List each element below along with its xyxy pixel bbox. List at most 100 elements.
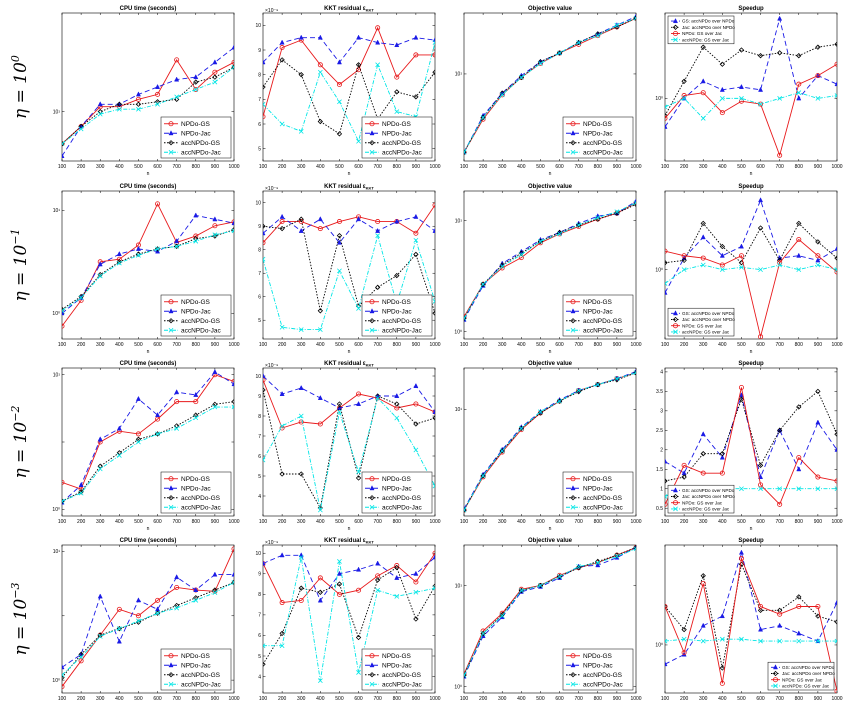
marker-diamond: [537, 582, 544, 589]
subplot: Speedup 100 200 300 400 500 600 700 800 900 1000 n 0…: [656, 361, 843, 532]
marker-triangle: [570, 308, 576, 314]
marker-diamond: [719, 243, 725, 250]
x-tick-label: 300: [297, 519, 306, 525]
x-tick-label: 800: [795, 342, 804, 348]
series-line: [263, 233, 435, 331]
marker-triangle: [834, 446, 837, 452]
x-tick-label: 100: [259, 342, 268, 348]
x-tick-label: 900: [211, 519, 220, 525]
marker-x: [168, 327, 174, 333]
marker-diamond: [834, 619, 837, 625]
marker-x: [758, 486, 763, 492]
x-tick-label: 500: [335, 696, 344, 702]
marker-circle: [673, 500, 679, 506]
series-line: [263, 59, 435, 135]
marker-x: [480, 473, 486, 479]
legend-label: accNPDo-GS: [583, 672, 623, 679]
marker-diamond: [595, 381, 601, 388]
x-tick-label: 900: [613, 696, 622, 702]
series-line: [263, 557, 435, 681]
marker-circle: [174, 399, 180, 405]
series-line: [665, 638, 837, 642]
x-tick-label: 400: [517, 342, 526, 348]
marker-triangle: [700, 431, 706, 437]
title-subscript: KKT: [366, 8, 375, 13]
legend-label: accNPDo-GS: [181, 140, 221, 147]
x-tick-label: 600: [153, 696, 162, 702]
subplot: KKT residual εKKT ×10⁻⁹ 100 200 300 400 500 600…: [255, 361, 440, 532]
marker-circle: [464, 671, 467, 677]
x-tick-label: 800: [192, 342, 201, 348]
marker-triangle: [97, 261, 103, 267]
marker-triangle: [212, 216, 218, 222]
marker-x: [834, 486, 837, 492]
legend-label: NPDo-Jac: [583, 486, 613, 493]
marker-diamond: [279, 630, 285, 637]
series-line: [665, 387, 837, 506]
series-line: [665, 264, 837, 284]
marker-x: [557, 231, 562, 237]
subplot-title: KKT residual εKKT: [324, 361, 374, 368]
marker-triangle: [719, 454, 725, 460]
series-line: [464, 17, 636, 153]
series-line: [464, 202, 636, 318]
marker-circle: [700, 580, 706, 586]
legend-label: NPDo-Jac: [181, 663, 211, 670]
y-tick-label: 10: [255, 23, 261, 29]
y-tick-label: 7: [258, 271, 261, 277]
marker-triangle: [97, 101, 103, 107]
legend-label: NPDo-GS: [583, 121, 613, 128]
marker-x: [815, 96, 821, 101]
marker-diamond: [317, 308, 323, 314]
marker-diamond: [116, 625, 122, 632]
marker-triangle: [796, 252, 802, 258]
marker-diamond: [480, 114, 486, 121]
marker-x: [432, 483, 435, 489]
marker-diamond: [369, 672, 375, 678]
marker-triangle: [570, 130, 576, 136]
marker-circle: [777, 501, 783, 507]
marker-diamond: [168, 672, 174, 678]
marker-diamond: [815, 44, 821, 50]
subplot-title: CPU time (seconds): [120, 6, 177, 12]
marker-diamond: [212, 401, 218, 407]
marker-diamond: [633, 201, 636, 207]
legend-label: NPDo-Jac: [583, 663, 613, 670]
marker-diamond: [537, 410, 544, 416]
x-axis-label: n: [348, 526, 351, 532]
marker-x: [464, 672, 467, 678]
marker-circle: [317, 226, 323, 232]
marker-circle: [413, 230, 419, 236]
x-tick-label: 400: [316, 696, 325, 702]
marker-x: [62, 498, 65, 504]
series-line: [665, 63, 837, 157]
marker-diamond: [154, 246, 161, 252]
marker-triangle: [263, 59, 266, 65]
marker-x: [279, 423, 285, 429]
legend-label: accNPDo: GS over Jac: [682, 507, 730, 512]
marker-circle: [413, 579, 419, 585]
marker-x: [595, 560, 601, 566]
marker-diamond: [719, 61, 725, 67]
x-tick-label: 600: [153, 519, 162, 525]
x-tick-label: 100: [460, 164, 469, 170]
legend-label: NPDo: GS over Jac: [682, 31, 723, 36]
marker-x: [665, 494, 668, 499]
legend-label: accNPDo-Jac: [181, 505, 221, 512]
x-tick-label: 500: [536, 342, 545, 348]
x-tick-label: 400: [718, 696, 727, 702]
marker-x: [78, 654, 84, 660]
marker-circle: [263, 377, 266, 383]
legend-label: Jac: accNPDo over NPDo: [682, 494, 735, 499]
marker-triangle: [394, 392, 400, 398]
marker-diamond: [633, 15, 636, 21]
marker-triangle: [168, 130, 174, 136]
marker-x: [518, 75, 524, 80]
series-line: [263, 554, 435, 602]
x-tick-label: 800: [594, 342, 603, 348]
x-tick-label: 600: [555, 696, 564, 702]
marker-x: [815, 638, 821, 644]
marker-triangle: [279, 552, 285, 558]
marker-x: [168, 504, 174, 510]
series-line: [464, 202, 636, 319]
